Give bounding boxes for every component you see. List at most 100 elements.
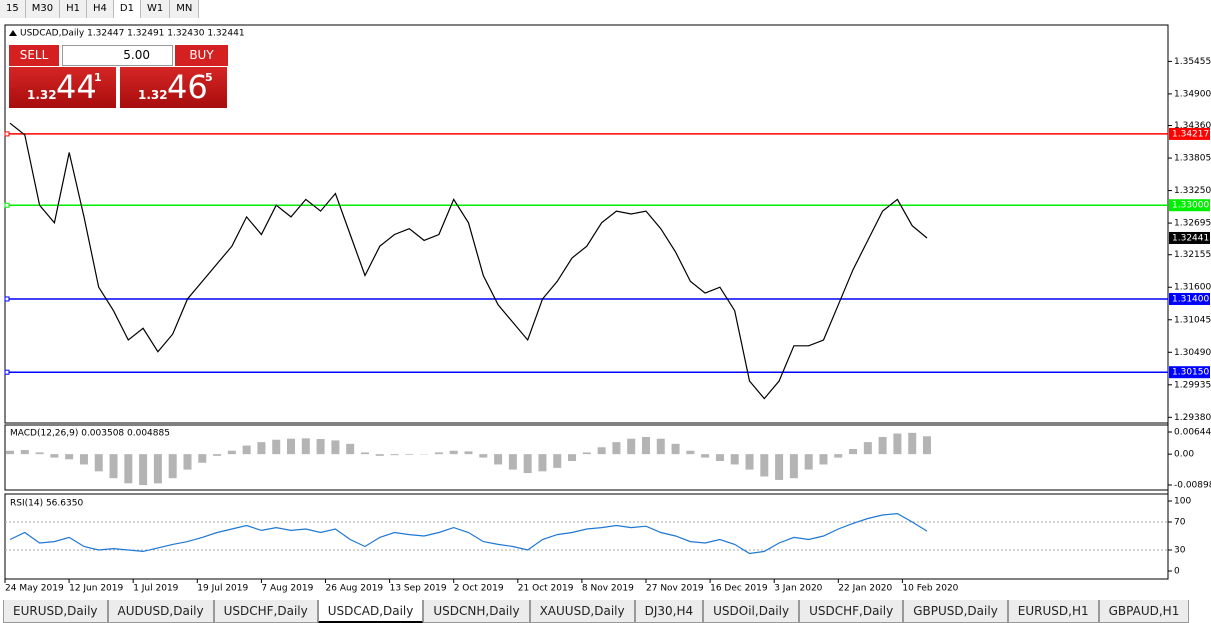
level-label: 1.34217 — [1172, 129, 1209, 139]
timeframe-button[interactable]: H4 — [87, 0, 114, 18]
histogram-bar — [331, 440, 340, 455]
histogram-bar — [35, 452, 44, 455]
histogram-bar — [20, 450, 29, 455]
chart-tab[interactable]: GBPAUD,H1 — [1098, 600, 1190, 623]
histogram-bar — [612, 442, 621, 455]
bid-price[interactable]: 1.32 44 1 — [9, 67, 116, 108]
timeframe-button[interactable]: W1 — [141, 0, 171, 18]
histogram-bar — [405, 454, 414, 455]
level-handle — [4, 131, 10, 137]
y-tick-label: 1.34900 — [1174, 89, 1211, 99]
histogram-bar — [346, 443, 355, 455]
histogram-bar — [671, 443, 680, 455]
y-tick-label: -0.008982 — [1174, 481, 1211, 491]
chart-tab[interactable]: DJ30,H4 — [634, 600, 704, 623]
x-tick-label: 8 Nov 2019 — [582, 584, 634, 594]
histogram-bar — [775, 454, 784, 480]
one-click-trade: SELL 5.00 BUY 1.32 44 1 1.32 46 5 — [9, 45, 228, 109]
histogram-bar — [641, 436, 650, 455]
bid-main: 44 — [56, 68, 97, 106]
timeframe-button[interactable]: H1 — [60, 0, 87, 18]
histogram-bar — [168, 454, 177, 479]
timeframe-button[interactable]: 15 — [0, 0, 26, 18]
chart-tabs: EURUSD,Daily AUDUSD,Daily USDCHF,Daily USDC… — [3, 600, 1190, 623]
macd-label: MACD(12,26,9) 0.003508 0.004885 — [10, 429, 170, 439]
histogram-bar — [316, 439, 325, 455]
histogram-bar — [863, 442, 872, 455]
histogram-bar — [109, 454, 118, 479]
histogram-bar — [79, 454, 88, 465]
chart-tab[interactable]: USDOil,Daily — [703, 600, 800, 623]
chart-tab[interactable]: EURUSD,H1 — [1007, 600, 1099, 623]
symbol-arrow — [9, 30, 17, 36]
y-tick-label: 1.29935 — [1174, 380, 1211, 390]
histogram-bar — [390, 454, 399, 456]
histogram-bar — [479, 454, 488, 458]
chart-tab[interactable]: USDCHF,Daily — [799, 600, 904, 623]
ask-price[interactable]: 1.32 46 5 — [120, 67, 227, 108]
histogram-bar — [908, 432, 917, 455]
level-tag — [1169, 199, 1210, 212]
current-price-label: 1.32441 — [1172, 233, 1209, 243]
panel-frame — [4, 493, 1169, 580]
level-handle — [4, 202, 10, 208]
histogram-bar — [449, 450, 458, 455]
chart-tab[interactable]: EURUSD,Daily — [3, 600, 108, 623]
bid-prefix: 1.32 — [27, 88, 57, 102]
histogram-bar — [287, 438, 296, 455]
series-line — [9, 122, 928, 400]
buy-button[interactable]: BUY — [175, 45, 228, 66]
y-tick-label: 1.32695 — [1174, 219, 1211, 229]
histogram-bar — [627, 438, 636, 455]
chart-tab[interactable]: GBPUSD,Daily — [903, 600, 1008, 623]
x-tick-label: 16 Dec 2019 — [710, 584, 768, 594]
histogram-bar — [301, 438, 310, 455]
chart-tab[interactable]: XAUUSD,Daily — [529, 600, 635, 623]
y-tick-label: 1.33805 — [1174, 154, 1211, 164]
level-label: 1.30150 — [1172, 368, 1209, 378]
histogram-bar — [656, 438, 665, 455]
histogram-bar — [597, 447, 606, 455]
histogram-bar — [94, 454, 103, 472]
chart-tab[interactable]: AUDUSD,Daily — [107, 600, 214, 623]
ask-main: 46 — [167, 68, 208, 106]
chart-tab[interactable]: USDCAD,Daily — [317, 600, 424, 623]
histogram-bar — [153, 454, 162, 484]
y-tick-label: 30 — [1174, 546, 1186, 556]
y-tick-label: 1.33250 — [1174, 186, 1211, 196]
level-handle — [4, 296, 10, 302]
y-tick-label: 1.34360 — [1174, 121, 1211, 131]
histogram-bar — [242, 445, 251, 455]
timeframe-toolbar: 15 M30 H1 H4 D1 W1 MN — [0, 0, 200, 18]
x-tick-label: 13 Sep 2019 — [390, 584, 447, 594]
y-tick-label: 0.00 — [1174, 450, 1194, 460]
histogram-bar — [893, 433, 902, 455]
histogram-bar — [257, 442, 266, 455]
y-tick-label: 70 — [1174, 518, 1186, 528]
timeframe-button[interactable]: MN — [170, 0, 200, 18]
histogram-bar — [65, 454, 74, 460]
lot-input[interactable]: 5.00 — [62, 45, 173, 66]
symbol-info: USDCAD,Daily 1.32447 1.32491 1.32430 1.3… — [20, 29, 245, 39]
series-line — [9, 512, 928, 555]
histogram-bar — [464, 451, 473, 455]
histogram-bar — [745, 454, 754, 470]
ask-prefix: 1.32 — [138, 88, 168, 102]
y-tick-label: 1.35455 — [1174, 57, 1211, 67]
chart-tab[interactable]: USDCHF,Daily — [213, 600, 318, 623]
timeframe-button[interactable]: M30 — [26, 0, 61, 18]
histogram-bar — [878, 436, 887, 455]
timeframe-button[interactable]: D1 — [113, 0, 141, 18]
sell-button[interactable]: SELL — [9, 45, 59, 66]
chart-tab[interactable]: USDCNH,Daily — [423, 600, 530, 623]
x-tick-label: 10 Feb 2020 — [902, 584, 958, 594]
x-tick-label: 12 Jun 2019 — [69, 584, 123, 594]
y-tick-label: 1.31045 — [1174, 315, 1211, 325]
panel-frame — [4, 424, 1169, 491]
histogram-bar — [538, 454, 547, 472]
histogram-bar — [213, 454, 222, 456]
histogram-bar — [183, 454, 192, 470]
x-tick-label: 21 Oct 2019 — [518, 584, 574, 594]
